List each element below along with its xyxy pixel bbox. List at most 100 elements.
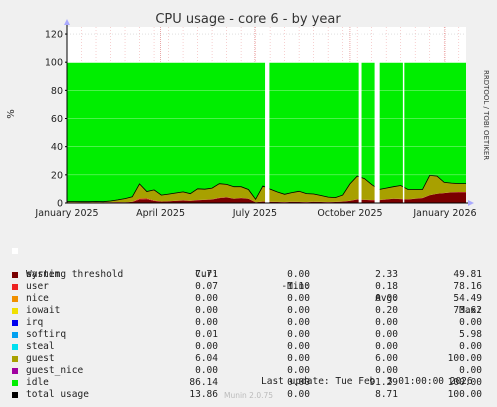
legend-name: total usage <box>26 389 89 400</box>
legend-name: iowait <box>26 305 61 316</box>
legend-swatch <box>12 344 18 350</box>
legend-max: 100.00 <box>447 377 482 388</box>
legend-avg: 0.18 <box>375 281 398 292</box>
legend-swatch <box>12 296 18 302</box>
legend-max: 0.00 <box>459 365 482 376</box>
legend-row-iowait: iowait 0.00 0.00 0.20 73.62 <box>12 305 488 317</box>
axes: 0 20 40 60 80 100 120 January 2025 April 2025 Jul… <box>34 19 477 219</box>
gap-region <box>358 27 362 203</box>
legend-cur: 0.00 <box>195 293 218 304</box>
legend-row-idle: idle 86.14 0.00 91.29 100.00 <box>12 377 488 389</box>
legend-cur: 7.71 <box>195 269 218 280</box>
legend-name: idle <box>26 377 49 388</box>
gap-region <box>374 27 380 203</box>
legend-avg: 8.71 <box>375 389 398 400</box>
legend-name: guest_nice <box>26 365 84 376</box>
legend-min: 0.00 <box>287 293 310 304</box>
legend-min: 0.00 <box>287 305 310 316</box>
legend-min: 0.00 <box>287 365 310 376</box>
legend-cur: 0.07 <box>195 281 218 292</box>
legend-cur: 13.86 <box>189 389 218 400</box>
legend-cur: 0.00 <box>195 365 218 376</box>
header-max: Max: <box>459 305 482 316</box>
y-tick-label: 40 <box>51 142 63 153</box>
legend-row-user: user 0.07 -1.10 0.18 78.16 <box>12 281 488 293</box>
legend-row-guest-nice: guest_nice 0.00 0.00 0.00 0.00 <box>12 365 488 377</box>
legend-avg: 0.00 <box>375 365 398 376</box>
legend-cur: 0.00 <box>195 341 218 352</box>
legend-max: 100.00 <box>447 389 482 400</box>
y-tick-label: 0 <box>57 199 63 210</box>
x-tick-label: January 2026 <box>412 208 476 219</box>
legend-min: 0.00 <box>287 269 310 280</box>
x-tick-label: January 2025 <box>34 208 98 219</box>
legend-rows: system 7.71 0.00 2.33 49.81 user 0.07 -1.10 0.18… <box>12 269 488 401</box>
legend-avg: 0.00 <box>375 329 398 340</box>
legend-max: 54.49 <box>453 293 482 304</box>
legend-max: 0.00 <box>459 341 482 352</box>
gap-region <box>265 27 270 203</box>
legend-row-guest: guest 6.04 0.00 6.00 100.00 <box>12 353 488 365</box>
legend-avg: 0.20 <box>375 305 398 316</box>
header-min: Min: <box>287 281 310 292</box>
legend-name: user <box>26 281 49 292</box>
legend-swatch <box>12 332 18 338</box>
y-axis-label: % <box>6 109 17 119</box>
munin-version: Munin 2.0.75 <box>223 391 274 400</box>
legend-max: 0.00 <box>459 317 482 328</box>
x-tick-label: April 2025 <box>136 208 185 219</box>
legend-min: 0.00 <box>287 329 310 340</box>
legend-name: guest <box>26 353 55 364</box>
x-tick-label: July 2025 <box>232 208 277 219</box>
legend-cur: 6.04 <box>195 353 218 364</box>
y-tick-label: 20 <box>51 170 63 181</box>
legend-min: -1.10 <box>281 281 310 292</box>
data-gaps <box>265 27 405 203</box>
legend-name: steal <box>26 341 55 352</box>
x-axis-arrow <box>468 200 474 206</box>
y-tick-label: 120 <box>45 30 63 41</box>
legend-avg: 6.00 <box>375 353 398 364</box>
warning-swatch <box>12 248 18 254</box>
gap-region <box>402 27 405 203</box>
legend-swatch <box>12 308 18 314</box>
y-axis-arrow <box>64 19 70 25</box>
warning-threshold-row: Warning threshold <box>12 245 488 280</box>
legend-min: 0.00 <box>287 317 310 328</box>
legend-swatch <box>12 356 18 362</box>
x-tick-label: October 2025 <box>317 208 382 219</box>
legend-min: 0.00 <box>287 377 310 388</box>
legend-swatch <box>12 392 18 398</box>
legend-avg: 91.29 <box>369 377 398 388</box>
cpu-usage-chart: CPU usage - core 6 - by year RRDTOOL / T… <box>6 12 490 219</box>
area-user <box>67 192 466 203</box>
header-avg: Avg: <box>375 293 398 304</box>
legend-swatch <box>12 380 18 386</box>
legend-cur: 0.00 <box>195 317 218 328</box>
legend-row-softirq: softirq 0.01 0.00 0.00 5.98 <box>12 329 488 341</box>
legend: Warning threshold Cur: Min: Avg: Max: sy… <box>12 245 488 401</box>
legend-min: 0.00 <box>287 389 310 400</box>
legend-cur: 0.00 <box>195 305 218 316</box>
legend-min: 0.00 <box>287 341 310 352</box>
legend-row-total-usage: total usage 13.86 0.00 8.71 100.00 <box>12 389 488 401</box>
y-tick-label: 100 <box>45 58 63 69</box>
last-update: Last update: Tue Feb 3 01:00:00 2026 <box>261 376 473 387</box>
legend-name: system <box>26 269 61 280</box>
legend-name: softirq <box>26 329 67 340</box>
legend-name: irq <box>26 317 44 328</box>
legend-row-irq: irq 0.00 0.00 0.00 0.00 <box>12 317 488 329</box>
legend-swatch <box>12 368 18 374</box>
legend-max: 73.62 <box>453 305 482 316</box>
legend-name: nice <box>26 293 49 304</box>
legend-cur: 0.01 <box>195 329 218 340</box>
legend-row-nice: nice 0.00 0.00 0.00 54.49 <box>12 293 488 305</box>
legend-avg: 0.00 <box>375 317 398 328</box>
legend-header: Cur: Min: Avg: Max: <box>12 257 488 316</box>
rrdtool-credit: RRDTOOL / TOBI OETIKER <box>482 70 490 160</box>
legend-swatch <box>12 320 18 326</box>
legend-max: 78.16 <box>453 281 482 292</box>
legend-cur: 86.14 <box>189 377 218 388</box>
legend-swatch <box>12 272 18 278</box>
chart-title: CPU usage - core 6 - by year <box>155 12 341 27</box>
